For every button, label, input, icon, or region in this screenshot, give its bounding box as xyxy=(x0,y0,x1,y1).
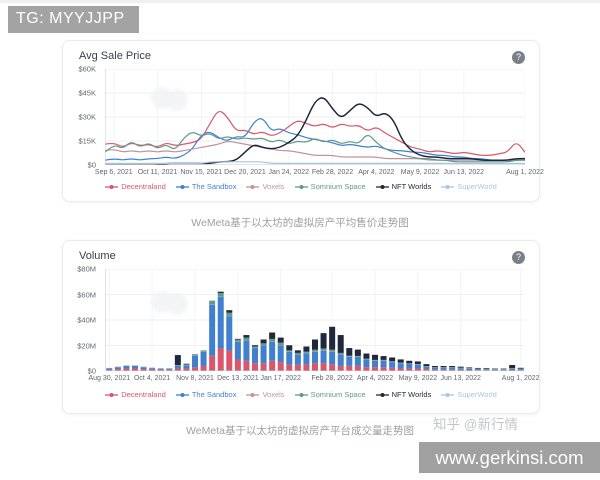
volume-card: Volume ? $80M $60M $40M $20M $0 Aug 30, 2021… xyxy=(62,240,540,414)
x-tick-label: Sep 6, 2021 xyxy=(94,169,133,176)
legend-item-decentraland[interactable]: Decentraland xyxy=(105,390,166,399)
x-tick-label: Nov 15, 2021 xyxy=(180,169,223,176)
x-tick-label: May 9, 2022 xyxy=(398,375,438,382)
legend-item-superworld[interactable]: SuperWorld xyxy=(441,390,497,399)
y-tick-label: $20M xyxy=(77,341,96,350)
x-axis: Sep 6, 2021 Oct 11, 2021 Nov 15, 2021 Dec 2… xyxy=(95,169,544,179)
volume-bar-chart[interactable] xyxy=(104,268,525,372)
legend-label: SuperWorld xyxy=(457,182,497,191)
x-tick-label: Apr 4, 2022 xyxy=(356,375,394,382)
y-axis: $80M $60M $40M $20M $0 xyxy=(63,265,101,376)
top-divider xyxy=(0,0,600,3)
y-tick-label: $0 xyxy=(87,160,96,170)
y-tick-label: $0 xyxy=(87,366,96,376)
help-icon[interactable]: ? xyxy=(512,51,525,64)
legend-line-icon xyxy=(294,392,308,397)
site-watermark-bar: www.gerkinsi.com xyxy=(419,442,600,473)
x-tick-label: Oct 4, 2021 xyxy=(133,375,171,382)
avg-sale-price-card: Avg Sale Price ? $60K $45K $30K $15K $0 Sep … xyxy=(62,40,544,202)
chart-caption: WeMeta基于以太坊的虚拟房产平均售价走势图 xyxy=(191,217,409,229)
x-tick-label: Jun 13, 2022 xyxy=(443,169,485,176)
legend-label: Decentraland xyxy=(121,182,166,191)
legend-item-the-sandbox[interactable]: The Sandbox xyxy=(175,182,237,191)
legend-label: Voxels xyxy=(262,390,285,399)
legend-item-nft-worlds[interactable]: NFT Worlds xyxy=(375,390,432,399)
legend-line-icon xyxy=(246,184,260,189)
legend-item-somnium-space[interactable]: Somnium Space xyxy=(294,182,366,191)
legend-line-icon xyxy=(441,184,455,189)
y-tick-label: $45K xyxy=(78,88,96,98)
y-tick-label: $80M xyxy=(77,264,96,274)
legend-item-decentraland[interactable]: Decentraland xyxy=(105,182,166,191)
legend-label: Decentraland xyxy=(121,390,166,399)
wemeta-watermark-logo xyxy=(151,291,191,315)
legend-label: NFT Worlds xyxy=(391,182,432,191)
legend-item-nft-worlds[interactable]: NFT Worlds xyxy=(375,182,432,191)
legend-label: NFT Worlds xyxy=(391,390,432,399)
chart-title: Avg Sale Price xyxy=(79,50,151,62)
legend-label: Voxels xyxy=(262,182,285,191)
chart-title: Volume xyxy=(79,250,116,262)
x-tick-label: Dec 20, 2021 xyxy=(224,169,266,176)
legend-item-voxels[interactable]: Voxels xyxy=(246,390,285,399)
legend-item-voxels[interactable]: Voxels xyxy=(246,182,285,191)
y-tick-label: $40M xyxy=(77,315,96,325)
legend-item-the-sandbox[interactable]: The Sandbox xyxy=(175,390,237,399)
legend-line-icon xyxy=(441,392,455,397)
x-tick-label: Jan 17, 2022 xyxy=(260,375,301,382)
legend-line-icon xyxy=(294,184,308,189)
legend-line-icon xyxy=(375,184,389,189)
legend-item-somnium-space[interactable]: Somnium Space xyxy=(294,390,366,399)
legend-line-icon xyxy=(375,392,389,397)
legend-label: The Sandbox xyxy=(191,390,237,399)
x-tick-label: Apr 4, 2022 xyxy=(358,169,395,176)
x-tick-label: Aug 1, 2022 xyxy=(506,169,544,176)
legend-label: Somnium Space xyxy=(310,390,366,399)
site-url: www.gerkinsi.com xyxy=(435,446,584,468)
legend-line-icon xyxy=(246,392,260,397)
telegram-watermark-badge: TG: MYYJJPP xyxy=(8,6,139,33)
x-axis: Aug 30, 2021 Oct 4, 2021 Nov 8, 2021 Dec 13… xyxy=(88,375,539,385)
y-tick-label: $15K xyxy=(78,136,96,146)
chart-caption: WeMeta基于以太坊的虚拟房产平台成交量走势图 xyxy=(186,425,414,437)
x-tick-label: Feb 28, 2022 xyxy=(311,169,354,176)
help-icon[interactable]: ? xyxy=(512,251,525,264)
zhihu-watermark: 知乎 @新行情 xyxy=(433,417,518,432)
legend-label: Somnium Space xyxy=(310,182,366,191)
x-tick-label: Feb 28, 2022 xyxy=(311,375,353,382)
y-tick-label: $60M xyxy=(77,290,96,299)
x-tick-label: Oct 11, 2021 xyxy=(137,169,178,176)
legend-label: The Sandbox xyxy=(191,182,237,191)
legend-line-icon xyxy=(175,184,189,189)
legend: Decentraland The Sandbox Voxels Somnium Spa… xyxy=(63,390,539,399)
x-tick-label: Jan 24, 2022 xyxy=(268,169,310,176)
y-axis: $60K $45K $30K $15K $0 xyxy=(63,65,101,170)
x-tick-label: Aug 30, 2021 xyxy=(88,375,131,382)
y-tick-label: $60K xyxy=(78,64,96,74)
legend: Decentraland The Sandbox Voxels Somnium Spa… xyxy=(63,182,539,191)
legend-line-icon xyxy=(105,184,119,189)
x-tick-label: Nov 8, 2021 xyxy=(176,375,214,382)
legend-item-superworld[interactable]: SuperWorld xyxy=(441,182,497,191)
x-tick-label: Dec 13, 2021 xyxy=(217,375,259,382)
legend-label: SuperWorld xyxy=(457,390,497,399)
x-tick-label: Jun 13, 2022 xyxy=(440,375,481,382)
legend-line-icon xyxy=(175,392,189,397)
price-line-chart[interactable] xyxy=(104,68,526,166)
x-tick-label: May 9, 2022 xyxy=(400,169,440,176)
y-tick-label: $30K xyxy=(78,112,96,122)
legend-line-icon xyxy=(105,392,119,397)
x-tick-label: Aug 1, 2022 xyxy=(501,375,540,382)
